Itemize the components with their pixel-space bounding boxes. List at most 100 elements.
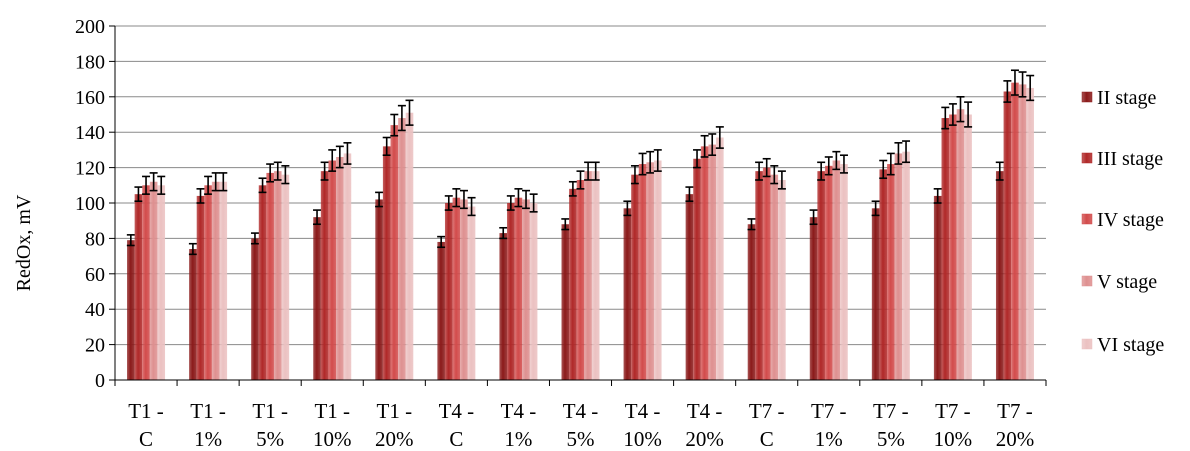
bar [894,153,903,380]
x-tick-label: T7 - [935,399,971,423]
bar [196,195,205,380]
bar [646,162,654,380]
x-tick-label: T1 - [190,399,226,423]
bar [1011,82,1019,380]
bar [631,174,639,380]
bar [964,114,972,380]
bar [375,199,383,380]
y-axis-title: RedOx, mV [13,194,35,291]
bar [879,169,888,380]
bar [452,197,461,380]
bar [956,109,965,380]
bar [770,174,779,380]
bar [320,171,329,380]
bar [778,179,786,380]
x-tick-label: 20% [375,427,414,451]
x-tick-label: 10% [934,427,973,451]
x-tick-label: 5% [256,427,284,451]
bar [390,125,399,381]
bar [266,172,274,380]
legend-label: II stage [1097,87,1157,109]
x-tick-label: T1 - [252,399,288,423]
bar [762,167,771,380]
x-tick-label: 1% [815,427,843,451]
bar [444,203,453,380]
x-tick-label: T7 - [873,399,909,423]
legend-label: VI stage [1097,334,1164,356]
bar [336,156,344,380]
x-tick-label: T7 - [749,399,785,423]
x-tick-label: 5% [877,427,905,451]
axis-layer: 0 20 40 60 80 100 120 140 160 180 200 T1 - C T1 - 1% T1… [75,16,1047,451]
x-tick-label: 10% [623,427,662,451]
legend-swatch [1081,338,1093,350]
bar [591,171,600,380]
x-tick-label: 5% [567,427,595,451]
legend-swatch [1081,152,1093,164]
x-tick-label: T4 - [501,399,537,423]
legend-label: III stage [1097,148,1163,170]
bar [747,224,756,380]
bar [1003,91,1012,381]
bar [281,174,290,380]
x-tick-label: T4 - [439,399,475,423]
bar [755,171,763,380]
y-tick-label: 200 [75,16,105,38]
legend-swatch [1081,91,1093,103]
bar [258,185,267,380]
x-tick-label: 1% [504,427,532,451]
bar [211,181,220,380]
bar [157,185,166,380]
bar [251,238,259,380]
legend: II stage III stage IV stage V stage VI stage [1081,87,1164,356]
bar [514,197,523,380]
y-tick-label: 0 [95,370,105,392]
bar [134,194,143,380]
legend-label: IV stage [1097,209,1164,231]
bar [576,179,585,380]
x-tick-label: T7 - [997,399,1033,423]
bar [887,164,895,380]
bar [398,118,406,380]
legend-label: V stage [1097,271,1157,293]
bar [638,164,647,380]
y-tick-label: 140 [75,122,105,144]
y-tick-label: 100 [75,193,105,215]
x-tick-label: T1 - [314,399,350,423]
bar [405,112,414,380]
bar [127,240,135,380]
bar [623,208,632,380]
bar [499,233,508,380]
bar [949,114,957,380]
bar [653,160,662,380]
x-tick-label: T4 - [625,399,661,423]
bar [941,118,950,380]
y-tick-label: 120 [75,158,105,180]
bar [343,153,352,380]
bar [561,224,570,380]
bar [460,199,468,380]
bar [313,217,321,380]
x-tick-label: C [449,427,463,451]
bar [685,194,694,380]
y-tick-label: 180 [75,51,105,73]
bar [840,164,848,380]
x-tick-label: 20% [996,427,1035,451]
x-tick-label: 20% [685,427,724,451]
bar [902,151,910,380]
bar [189,249,197,380]
bar [832,160,841,380]
y-tick-label: 160 [75,87,105,109]
bar [204,185,212,380]
bar [817,171,825,380]
y-tick-label: 40 [85,299,105,321]
bar [382,146,391,380]
bar [328,160,337,380]
y-tick-label: 20 [85,335,105,357]
bar [529,203,538,380]
bar [149,181,158,380]
x-tick-label: T1 - [377,399,413,423]
bar [700,146,709,380]
bar [142,185,150,380]
